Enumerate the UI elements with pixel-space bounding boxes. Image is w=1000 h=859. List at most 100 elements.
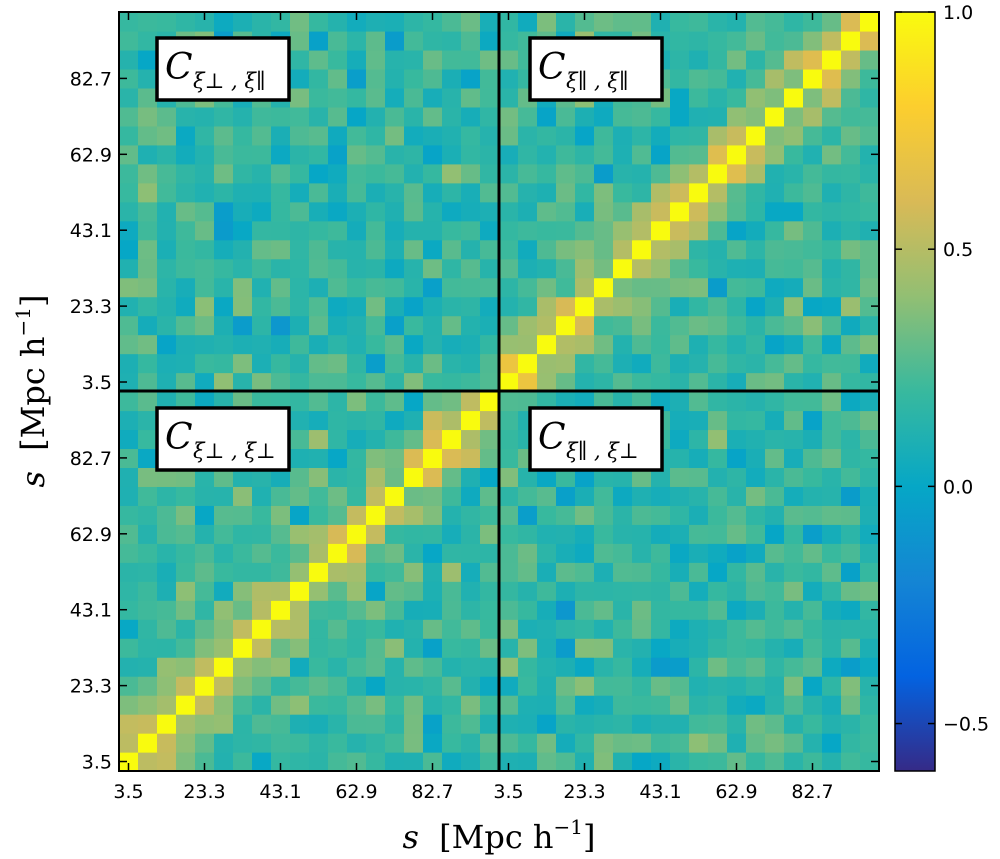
heatmap-cell [784, 543, 804, 563]
heatmap-cell [556, 12, 576, 32]
heatmap-cell [784, 68, 804, 89]
heatmap-cell [727, 315, 747, 336]
heatmap-cell [328, 448, 348, 468]
heatmap-cell [822, 201, 842, 222]
heatmap-cell [461, 334, 481, 355]
heatmap-cell [613, 581, 633, 601]
heatmap-cell [803, 600, 823, 620]
heatmap-cell [366, 201, 386, 222]
heatmap-cell [670, 296, 690, 317]
heatmap-cell [822, 372, 842, 393]
heatmap-cell [157, 676, 177, 696]
heatmap-cell [233, 391, 253, 412]
heatmap-cell [651, 106, 671, 127]
heatmap-cell [347, 315, 367, 336]
heatmap-cell [556, 353, 576, 374]
heatmap-cell [480, 315, 500, 336]
heatmap-cell [594, 581, 614, 601]
heatmap-cell [423, 334, 443, 355]
heatmap-cell [366, 372, 386, 393]
heatmap-cell [822, 334, 842, 355]
heatmap-cell [214, 315, 234, 336]
heatmap-cell [594, 334, 614, 355]
heatmap-cell [176, 201, 196, 222]
heatmap-cell [860, 258, 880, 279]
heatmap-cell [803, 12, 823, 32]
heatmap-cell [290, 486, 310, 506]
heatmap-cell [442, 239, 462, 260]
heatmap-cell [233, 182, 253, 203]
heatmap-cell [309, 201, 329, 222]
heatmap-cell [442, 619, 462, 639]
heatmap-cell [575, 144, 595, 165]
heatmap-cell [176, 733, 196, 753]
heatmap-cell [480, 619, 500, 639]
heatmap-cell [670, 505, 690, 525]
heatmap-cell [157, 334, 177, 355]
heatmap-cell [537, 106, 557, 127]
heatmap-cell [252, 524, 272, 544]
heatmap-cell [366, 657, 386, 677]
heatmap-cell [765, 581, 785, 601]
heatmap-cell [214, 201, 234, 222]
heatmap-cell [499, 68, 519, 89]
heatmap-cell [366, 429, 386, 450]
heatmap-cell [784, 201, 804, 222]
heatmap-cell [708, 676, 728, 696]
heatmap-cell [803, 486, 823, 506]
heatmap-cell [366, 695, 386, 715]
heatmap-cell [328, 12, 348, 32]
heatmap-cell [480, 49, 500, 70]
heatmap-cell [727, 676, 747, 696]
heatmap-cell [632, 315, 652, 336]
heatmap-cell [404, 752, 424, 772]
heatmap-cell [499, 562, 519, 582]
heatmap-cell [727, 467, 747, 487]
heatmap-cell [404, 201, 424, 222]
heatmap-cell [252, 334, 272, 355]
heatmap-cell [651, 239, 671, 260]
x-tick-label: 23.3 [183, 781, 225, 803]
heatmap-cell [575, 182, 595, 203]
heatmap-cell [575, 12, 595, 32]
heatmap-cell [499, 49, 519, 70]
heatmap-cell [366, 125, 386, 146]
heatmap-cell [480, 125, 500, 146]
heatmap-cell [404, 163, 424, 184]
heatmap-cell [822, 239, 842, 260]
heatmap-cell [708, 201, 728, 222]
heatmap-cell [442, 486, 462, 506]
heatmap-cell [195, 182, 215, 203]
heatmap-cell [328, 49, 348, 70]
heatmap-cell [214, 619, 234, 639]
heatmap-cell [309, 68, 329, 89]
heatmap-cell [765, 543, 785, 563]
heatmap-cell [309, 125, 329, 146]
heatmap-cell [119, 163, 139, 184]
heatmap-cell [252, 486, 272, 506]
heatmap-cell [176, 638, 196, 658]
heatmap-cell [290, 562, 310, 582]
y-tick-label: 62.9 [70, 144, 112, 166]
heatmap-cell [385, 486, 405, 506]
heatmap-cell [822, 87, 842, 108]
heatmap-cell [385, 733, 405, 753]
heatmap-cell [480, 144, 500, 165]
heatmap-cell [708, 410, 728, 431]
heatmap-cell [708, 49, 728, 70]
heatmap-cell [499, 277, 519, 298]
heatmap-cell [461, 714, 481, 734]
heatmap-cell [499, 30, 519, 51]
heatmap-cell [119, 239, 139, 260]
heatmap-cell [214, 486, 234, 506]
heatmap-cell [385, 49, 405, 70]
heatmap-cell [480, 353, 500, 374]
heatmap-cell [366, 49, 386, 70]
heatmap-cell [803, 714, 823, 734]
heatmap-cell [138, 486, 158, 506]
heatmap-cell [632, 277, 652, 298]
heatmap-cell [499, 467, 519, 487]
heatmap-cell [575, 239, 595, 260]
heatmap-cell [708, 657, 728, 677]
heatmap-cell [860, 220, 880, 241]
